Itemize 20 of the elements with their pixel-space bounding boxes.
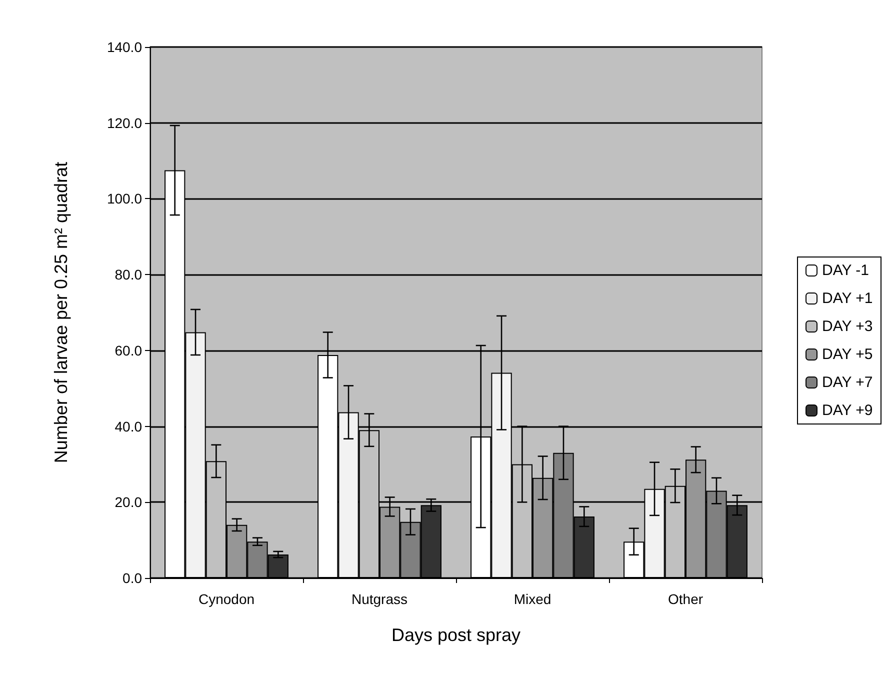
x-tick-label: Other xyxy=(668,591,704,607)
x-tick-label: Cynodon xyxy=(198,591,255,607)
x-tick-label: Mixed xyxy=(514,591,552,607)
x-tick-label: Nutgrass xyxy=(351,591,408,607)
legend-label: DAY +7 xyxy=(822,374,873,391)
y-tick-label: 60.0 xyxy=(114,342,142,358)
y-axis-title: Number of larvae per 0.25 m² quadrat xyxy=(51,162,71,464)
legend-label: DAY +3 xyxy=(822,318,873,335)
legend-label: DAY -1 xyxy=(822,262,869,279)
y-tick-label: 140.0 xyxy=(106,39,142,55)
y-tick-label: 80.0 xyxy=(114,266,142,283)
y-tick-label: 0.0 xyxy=(122,570,142,586)
legend-label: DAY +5 xyxy=(822,346,873,363)
y-tick-label: 40.0 xyxy=(114,418,142,434)
x-axis-title: Days post spray xyxy=(391,625,521,645)
legend-label: DAY +9 xyxy=(822,402,873,419)
y-tick-label: 120.0 xyxy=(106,114,142,131)
y-tick-label: 20.0 xyxy=(114,494,142,510)
y-tick-label: 100.0 xyxy=(106,190,142,207)
legend-label: DAY +1 xyxy=(822,290,873,307)
